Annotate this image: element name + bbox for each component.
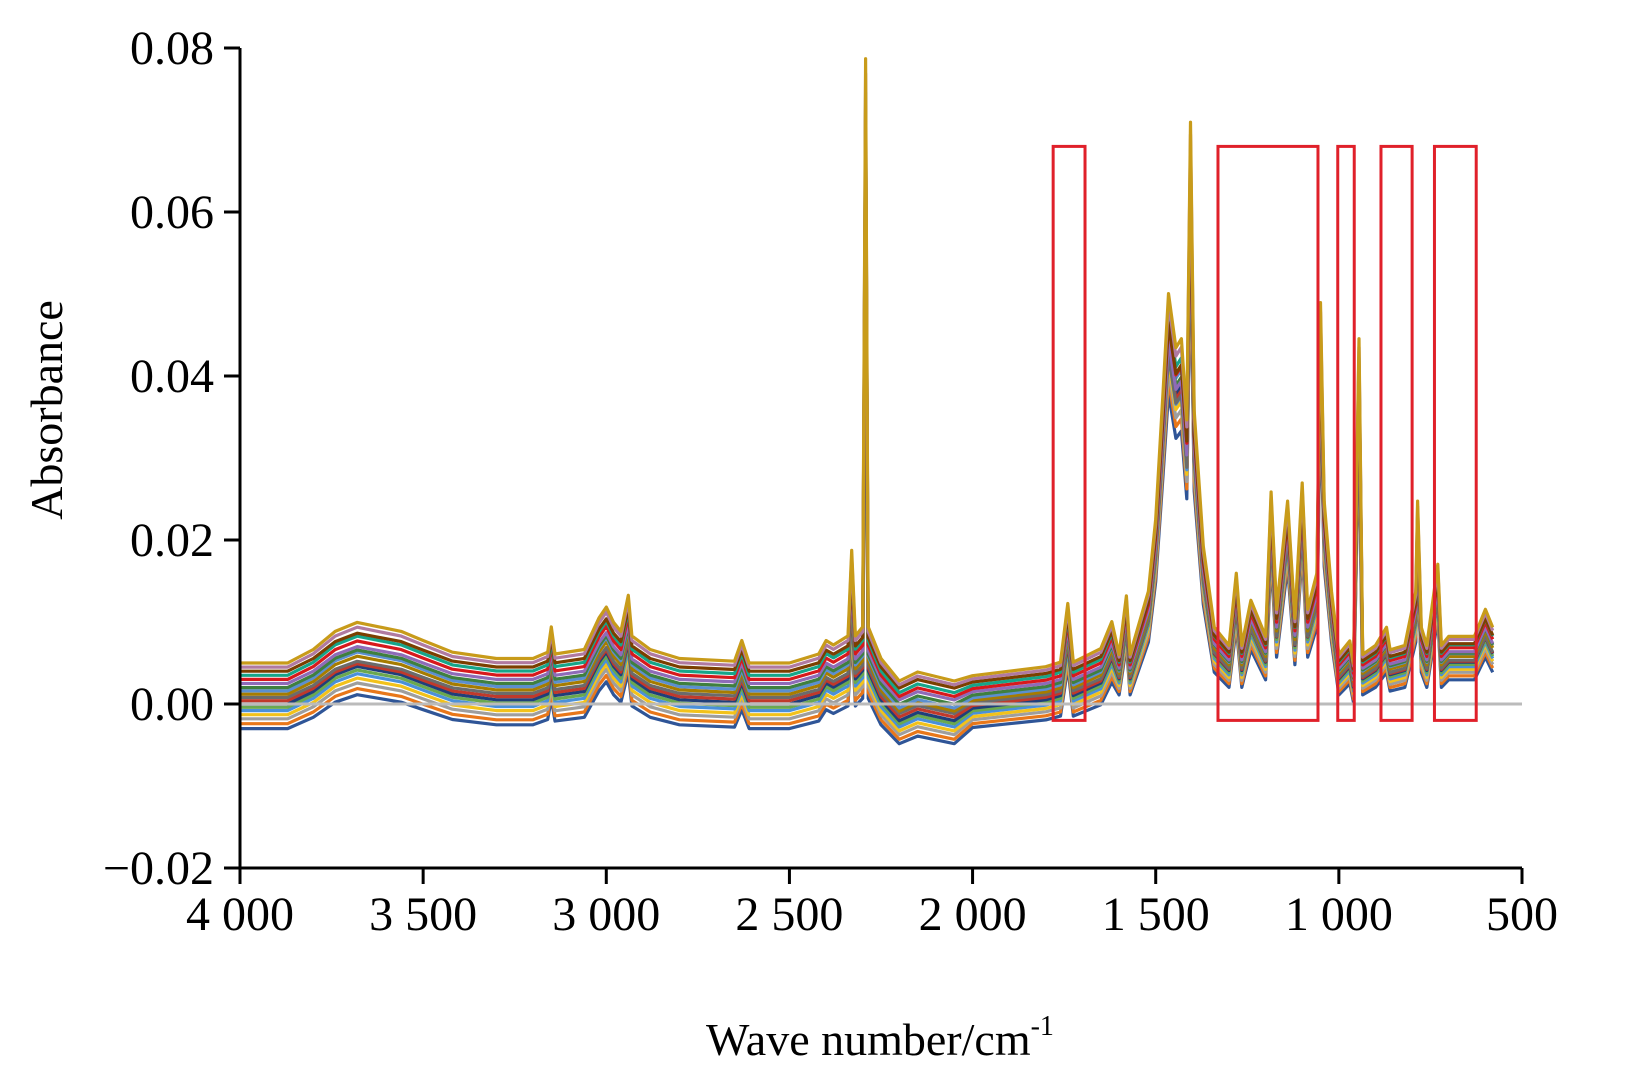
x-tick-label: 4 000 bbox=[186, 888, 294, 941]
x-tick-label: 2 500 bbox=[735, 888, 843, 941]
x-tick-label: 1 000 bbox=[1285, 888, 1393, 941]
highlight-region-box bbox=[1051, 144, 1087, 722]
highlight-region-box bbox=[1379, 144, 1414, 722]
x-tick-label: 3 500 bbox=[369, 888, 477, 941]
x-axis-label-superscript: -1 bbox=[1031, 1011, 1054, 1042]
axes bbox=[238, 48, 1522, 870]
tick-labels: −0.02 0.00 0.02 0.04 0.06 0.08 4 000 3 500 3 000… bbox=[103, 22, 1558, 941]
y-tick-label: 0.08 bbox=[130, 22, 214, 75]
x-tick-label: 1 500 bbox=[1102, 888, 1210, 941]
x-axis-label-text: Wave number/cm bbox=[706, 1014, 1031, 1065]
highlight-regions bbox=[1051, 144, 1478, 722]
x-axis-label: Wave number/cm-1 bbox=[706, 1011, 1054, 1065]
highlight-region-box bbox=[1216, 144, 1320, 722]
highlight-region-box bbox=[1432, 144, 1478, 722]
y-tick-label: 0.02 bbox=[130, 514, 214, 567]
y-tick-label: −0.02 bbox=[103, 842, 214, 895]
highlight-region-box bbox=[1336, 144, 1356, 722]
x-tick-label: 3 000 bbox=[552, 888, 660, 941]
y-tick-label: 0.04 bbox=[130, 350, 214, 403]
y-tick-label: 0.00 bbox=[130, 678, 214, 731]
spectra-lines bbox=[240, 57, 1495, 746]
y-tick-label: 0.06 bbox=[130, 186, 214, 239]
y-axis-label: Absorbance bbox=[21, 300, 72, 520]
x-tick-label: 2 000 bbox=[919, 888, 1027, 941]
x-tick-label: 500 bbox=[1486, 888, 1558, 941]
